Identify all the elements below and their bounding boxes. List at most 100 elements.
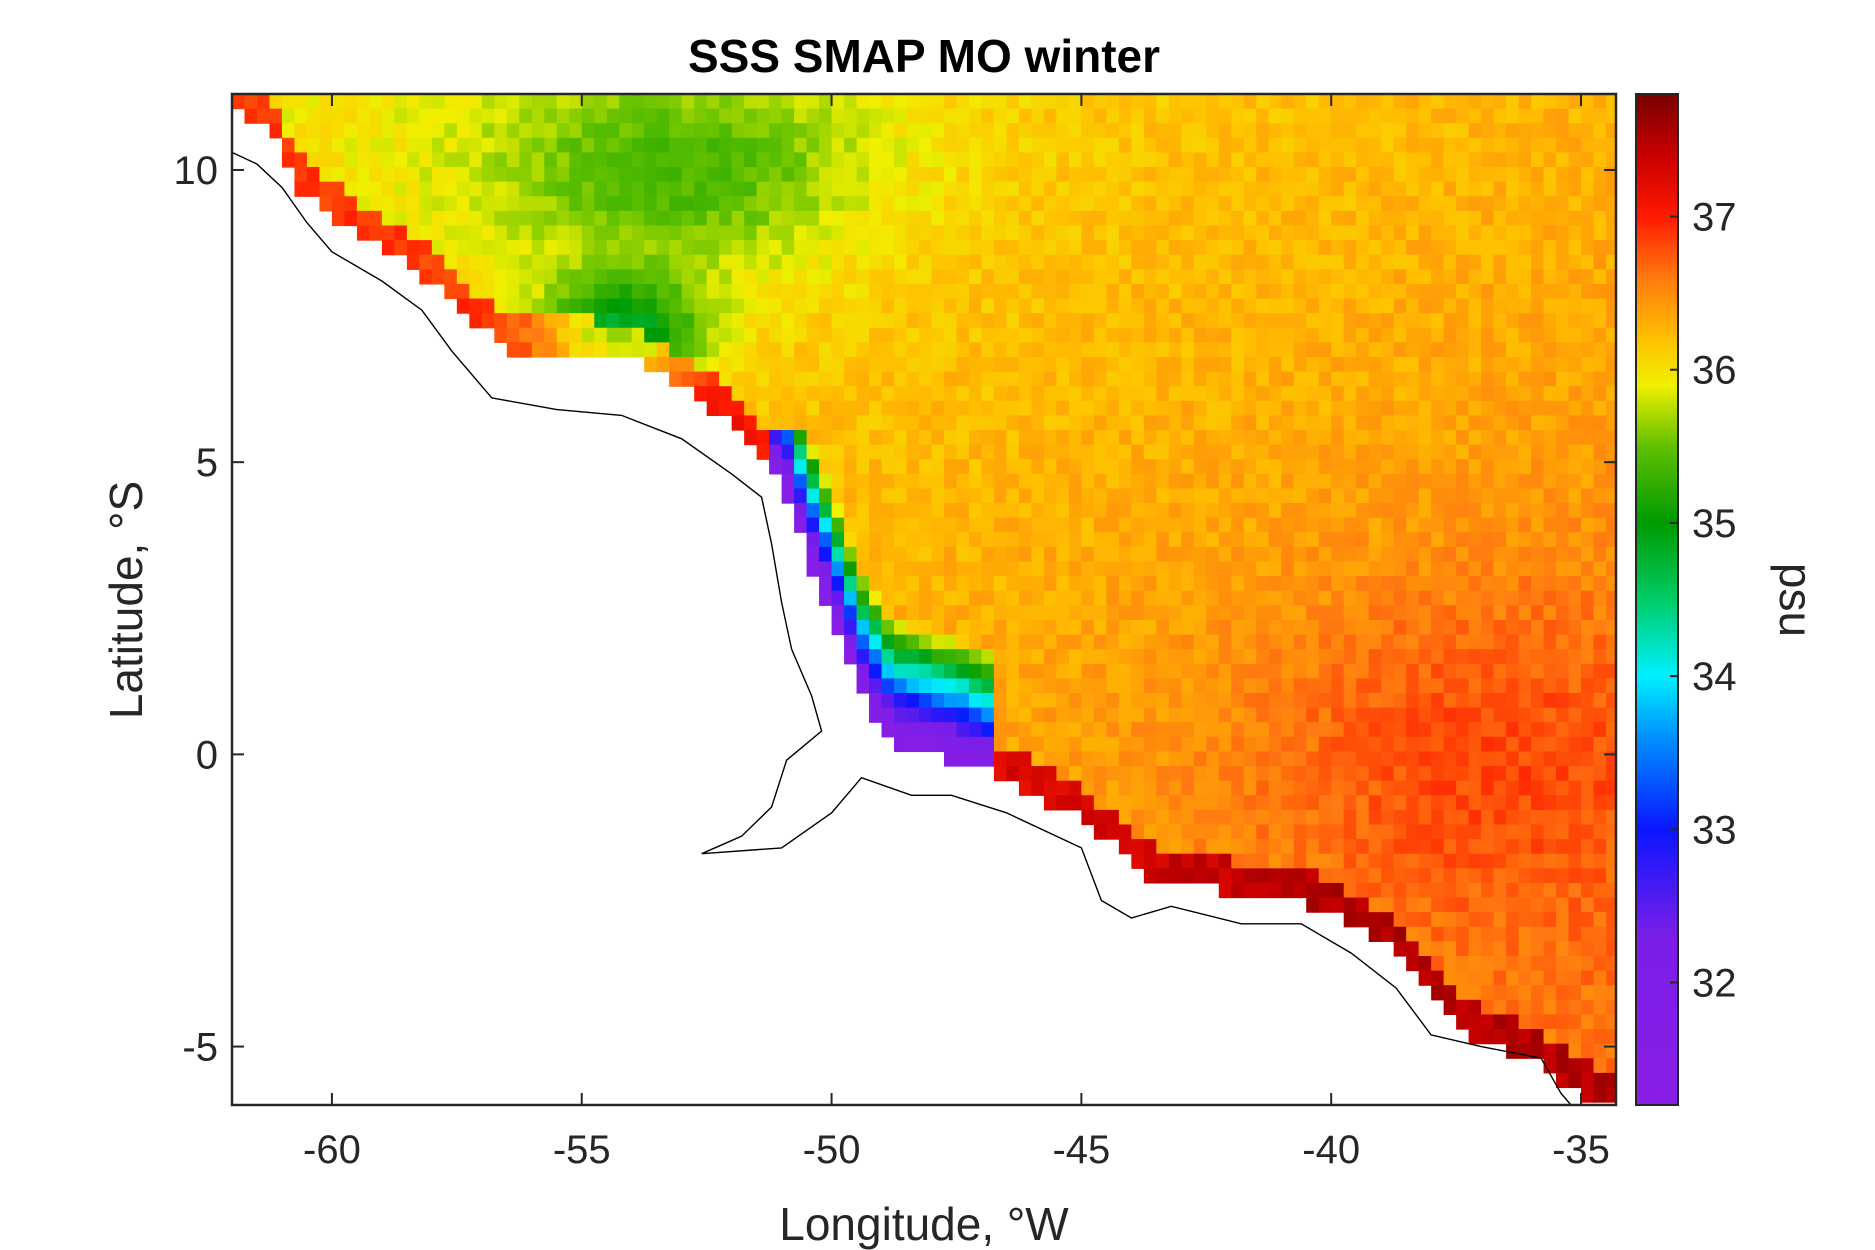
heatmap-cell — [1568, 459, 1582, 475]
heatmap-cell — [1243, 532, 1257, 548]
heatmap-cell — [806, 123, 820, 139]
heatmap-cell — [1181, 693, 1195, 709]
heatmap-cell — [1368, 254, 1382, 270]
heatmap-cell — [1556, 1029, 1570, 1045]
heatmap-cell — [369, 108, 383, 124]
heatmap-cell — [1131, 152, 1145, 168]
heatmap-cell — [1493, 839, 1507, 855]
heatmap-cell — [993, 137, 1008, 154]
heatmap-cell — [806, 313, 820, 329]
heatmap-cell — [1368, 503, 1382, 519]
heatmap-cell — [1256, 853, 1270, 869]
heatmap-cell — [1268, 356, 1282, 373]
heatmap-cell — [1081, 137, 1095, 154]
heatmap-cell — [993, 503, 1008, 519]
heatmap-cell — [1143, 663, 1157, 679]
heatmap-cell — [1356, 824, 1370, 840]
heatmap-cell — [1568, 137, 1582, 154]
heatmap-cell — [1031, 313, 1045, 329]
heatmap-cell — [456, 152, 470, 168]
heatmap-cell — [1418, 809, 1432, 826]
heatmap-cell — [906, 196, 920, 212]
heatmap-cell — [1468, 824, 1482, 840]
heatmap-cell — [1593, 619, 1607, 636]
heatmap-cell — [1418, 386, 1432, 402]
heatmap-cell — [1606, 269, 1616, 285]
heatmap-cell — [1381, 342, 1395, 358]
heatmap-cell — [1231, 678, 1245, 694]
heatmap-cell — [1281, 196, 1295, 212]
heatmap-cell — [1256, 181, 1270, 197]
heatmap-cell — [619, 123, 633, 139]
heatmap-cell — [1493, 634, 1507, 650]
heatmap-cell — [1556, 488, 1570, 504]
heatmap-cell — [1068, 444, 1082, 460]
heatmap-cell — [444, 181, 458, 197]
heatmap-cell — [1531, 532, 1545, 548]
heatmap-cell — [956, 576, 970, 592]
heatmap-cell — [544, 196, 558, 212]
heatmap-cell — [1543, 152, 1557, 168]
heatmap-cell — [1156, 459, 1170, 475]
heatmap-cell — [1293, 137, 1307, 154]
heatmap-cell — [931, 386, 945, 402]
heatmap-cell — [1268, 766, 1282, 782]
heatmap-cell — [894, 590, 908, 606]
heatmap-cell — [1093, 123, 1107, 139]
heatmap-cell — [981, 108, 995, 124]
heatmap-cell — [1081, 561, 1095, 577]
heatmap-cell — [656, 137, 670, 154]
heatmap-cell — [1006, 225, 1020, 241]
heatmap-cell — [631, 152, 645, 168]
heatmap-cell — [1081, 152, 1095, 168]
heatmap-cell — [894, 167, 908, 183]
heatmap-cell — [1193, 400, 1207, 417]
heatmap-cell — [1081, 181, 1095, 197]
heatmap-cell — [1431, 342, 1445, 358]
heatmap-cell — [1156, 517, 1170, 533]
heatmap-cell — [1006, 196, 1020, 212]
x-tick-label: -35 — [1552, 1128, 1610, 1172]
heatmap-cell — [1206, 561, 1220, 577]
heatmap-cell — [1568, 561, 1582, 577]
heatmap-cell — [1156, 181, 1170, 197]
heatmap-cell — [744, 108, 758, 124]
heatmap-cell — [1293, 824, 1307, 840]
heatmap-cell — [1093, 780, 1107, 796]
heatmap-cell — [1418, 415, 1432, 431]
heatmap-cell — [1331, 546, 1345, 563]
heatmap-cell — [1593, 926, 1607, 942]
heatmap-cell — [1543, 955, 1557, 972]
heatmap-cell — [1168, 780, 1182, 796]
heatmap-cell — [1556, 970, 1570, 986]
heatmap-cell — [319, 108, 333, 124]
heatmap-cell — [968, 196, 983, 212]
heatmap-cell — [1443, 517, 1457, 533]
heatmap-cell — [544, 94, 558, 110]
heatmap-cell — [381, 167, 395, 183]
heatmap-cell — [1306, 605, 1320, 621]
heatmap-cell — [769, 196, 783, 212]
heatmap-cell — [1518, 108, 1532, 124]
heatmap-cell — [1281, 882, 1295, 899]
heatmap-cell — [881, 532, 895, 548]
heatmap-cell — [1281, 649, 1295, 665]
heatmap-cell — [406, 152, 420, 168]
heatmap-cell — [1093, 678, 1107, 694]
heatmap-cell — [494, 108, 508, 124]
heatmap-cell — [1306, 210, 1320, 227]
heatmap-cell — [1143, 473, 1157, 490]
heatmap-cell — [1081, 283, 1095, 300]
heatmap-cell — [1293, 371, 1307, 387]
heatmap-cell — [1606, 444, 1616, 460]
heatmap-cell — [1106, 532, 1120, 548]
heatmap-cell — [856, 298, 870, 314]
heatmap-cell — [506, 313, 520, 329]
heatmap-cell — [1106, 108, 1120, 124]
heatmap-cell — [1343, 459, 1357, 475]
colorbar-tick-label: 34 — [1692, 655, 1737, 699]
heatmap-cell — [1281, 707, 1295, 723]
heatmap-cell — [806, 94, 820, 110]
heatmap-cell — [1006, 444, 1020, 460]
heatmap-cell — [1118, 766, 1132, 782]
